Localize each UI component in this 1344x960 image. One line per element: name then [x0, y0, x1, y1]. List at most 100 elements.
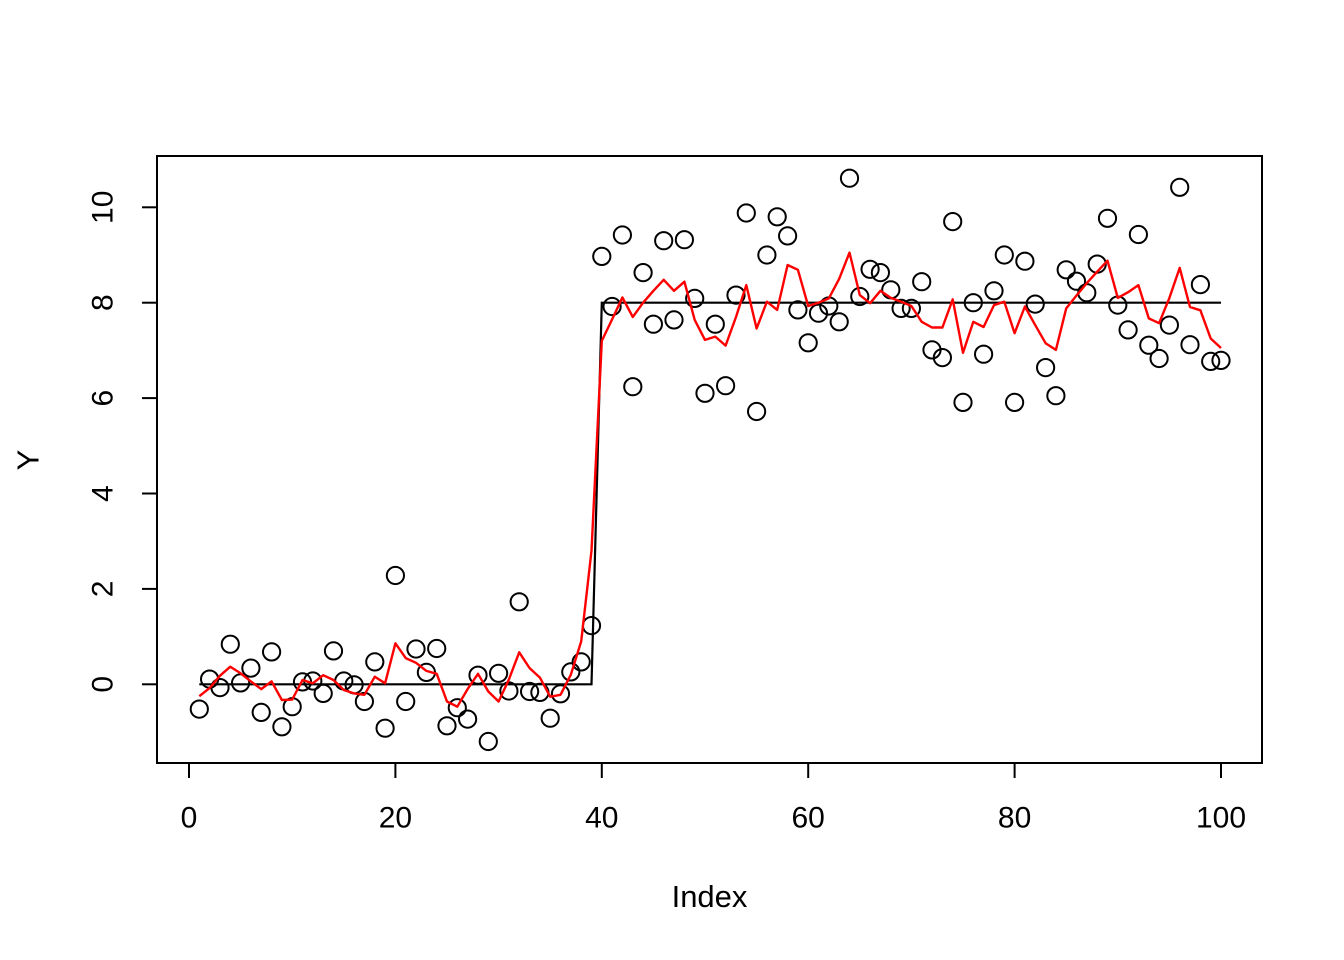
- y-axis-label: Y: [11, 450, 46, 471]
- scatter-point: [1201, 351, 1221, 371]
- x-axis-tick-label: 20: [379, 802, 412, 835]
- scatter-point: [1097, 208, 1118, 228]
- scatter-point: [1025, 294, 1045, 314]
- true-signal-line: [199, 301, 1221, 686]
- scatter-point: [1118, 320, 1138, 340]
- scatter-point: [427, 638, 447, 659]
- scatter-point: [241, 658, 261, 678]
- scatter-point: [808, 303, 829, 323]
- smoothed-estimate-line: [198, 251, 1222, 708]
- scatter-point: [953, 392, 973, 412]
- scatter-point: [994, 245, 1014, 265]
- scatter-point: [974, 344, 994, 364]
- scatter-point: [581, 616, 602, 636]
- x-axis-tick-label: 40: [585, 802, 618, 835]
- y-axis-tick-label: 6: [87, 390, 120, 407]
- scatter-point: [912, 272, 932, 292]
- scatter-point: [489, 663, 509, 683]
- scatter-point: [674, 230, 695, 250]
- scatter-point: [850, 286, 870, 307]
- scatter-point: [602, 296, 622, 317]
- scatter-point: [1190, 275, 1211, 295]
- y-axis-tick-label: 2: [87, 581, 120, 598]
- scatter-point: [767, 207, 787, 227]
- plot-area: 0 20 40 60 80 100 0 2 4 6 8 10: [87, 155, 1263, 835]
- scatter-point: [623, 377, 643, 397]
- scatter-point: [1005, 392, 1025, 412]
- scatter-point: [313, 683, 333, 704]
- scatter-point: [1046, 386, 1066, 406]
- scatter-point: [839, 168, 860, 188]
- scatter-point: [1036, 358, 1056, 378]
- scatter-point: [1077, 283, 1097, 303]
- scatter-point: [901, 298, 922, 318]
- scatter-point: [1066, 271, 1087, 291]
- x-axis-tick-label: 100: [1196, 802, 1246, 835]
- scatter-point: [406, 639, 426, 659]
- scatter-point: [1170, 177, 1190, 197]
- scatter-point: [788, 300, 808, 320]
- scatter-point: [478, 731, 498, 752]
- scatter-point: [334, 671, 354, 691]
- scatter-point: [1056, 260, 1076, 280]
- scatter-point: [736, 203, 756, 223]
- x-axis-tick-label: 60: [792, 802, 825, 835]
- scatter-point: [1128, 224, 1149, 245]
- scatter-point: [716, 376, 736, 396]
- x-axis-tick-label: 80: [998, 802, 1031, 835]
- scatter-point: [633, 263, 653, 283]
- scatter-point: [437, 716, 457, 736]
- scatter-point: [1211, 350, 1231, 370]
- scatter-point: [592, 246, 612, 266]
- scatter-point: [870, 263, 891, 283]
- scatter-point: [778, 226, 798, 246]
- scatter-point: [220, 634, 240, 654]
- x-axis-tick-label: 0: [181, 802, 198, 835]
- scatter-point: [458, 709, 478, 729]
- scatter-point: [881, 280, 901, 300]
- scatter-point: [829, 312, 849, 332]
- scatter-point: [1015, 251, 1035, 271]
- scatter-point: [571, 652, 591, 672]
- scatter-point: [654, 231, 674, 251]
- scatter-point: [499, 681, 519, 701]
- y-axis-tick-label: 4: [87, 485, 120, 502]
- scatter-point: [757, 245, 777, 265]
- scatter-point: [798, 333, 818, 353]
- scatter-point: [860, 259, 880, 279]
- scatter-point: [1159, 315, 1180, 335]
- scatter-point: [323, 641, 344, 661]
- scatter-point: [396, 691, 416, 712]
- scatter-point: [520, 681, 540, 702]
- scatter-point: [509, 592, 529, 612]
- scatter-point: [561, 662, 581, 682]
- scatter-point: [1149, 348, 1169, 369]
- scatter-point: [695, 383, 715, 403]
- scatter-point: [984, 281, 1004, 301]
- scatter-point: [705, 314, 725, 334]
- scatter-point: [262, 642, 282, 662]
- scatter-point: [612, 225, 633, 245]
- scatter-point: [891, 298, 911, 318]
- scatter-point: [540, 708, 560, 728]
- y-axis-tick-label: 10: [87, 191, 120, 224]
- x-axis-label: Index: [672, 879, 748, 914]
- scatter-point: [447, 698, 467, 718]
- scatter-point: [643, 314, 664, 334]
- scatter-point: [1139, 335, 1159, 355]
- scatter-point: [385, 565, 405, 586]
- scatter-point: [365, 652, 385, 672]
- scatter-point: [1180, 335, 1200, 355]
- scatter-point: [664, 310, 684, 330]
- y-axis-tick-label: 0: [87, 676, 120, 693]
- scatter-point: [189, 699, 209, 719]
- scatter-point: [272, 717, 292, 737]
- plot-box: [156, 155, 1263, 764]
- scatter-point: [943, 212, 963, 232]
- y-axis-tick-label: 8: [87, 294, 120, 311]
- scatter-point: [932, 348, 953, 368]
- scatter-point: [747, 401, 767, 422]
- scatter-point: [251, 702, 271, 723]
